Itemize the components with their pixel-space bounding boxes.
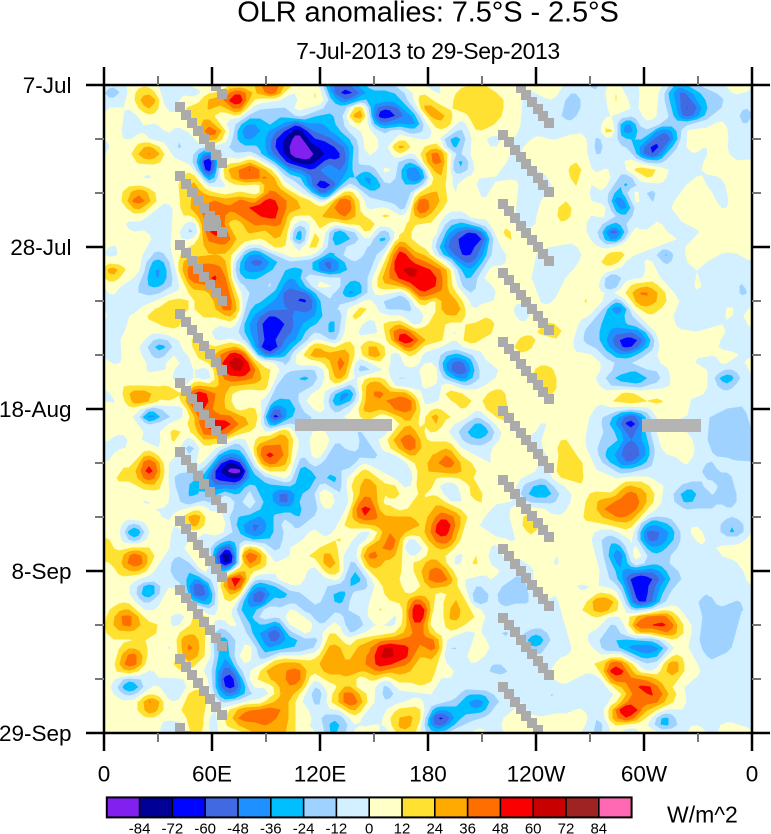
svg-text:0: 0 [98, 762, 111, 787]
svg-text:60: 60 [525, 821, 542, 834]
svg-text:36: 36 [459, 821, 476, 834]
svg-text:12: 12 [394, 821, 411, 834]
svg-text:29-Sep: 29-Sep [0, 721, 72, 746]
svg-text:-60: -60 [194, 821, 216, 834]
svg-text:18-Aug: 18-Aug [0, 397, 72, 422]
svg-text:0: 0 [365, 821, 373, 834]
svg-text:-12: -12 [326, 821, 348, 834]
svg-text:60E: 60E [192, 762, 232, 787]
svg-text:8-Sep: 8-Sep [11, 559, 71, 584]
svg-text:-24: -24 [293, 821, 315, 834]
svg-text:84: 84 [590, 821, 607, 834]
svg-text:-84: -84 [129, 821, 151, 834]
svg-text:7-Jul: 7-Jul [23, 73, 72, 98]
svg-text:120W: 120W [507, 762, 567, 787]
svg-text:-72: -72 [162, 821, 184, 834]
svg-text:60W: 60W [621, 762, 668, 787]
svg-text:W/m^2: W/m^2 [667, 802, 738, 828]
svg-text:-48: -48 [227, 821, 249, 834]
svg-text:72: 72 [558, 821, 575, 834]
svg-text:180: 180 [409, 762, 447, 787]
svg-text:48: 48 [492, 821, 509, 834]
svg-text:24: 24 [426, 821, 443, 834]
svg-text:120E: 120E [294, 762, 347, 787]
svg-text:-36: -36 [260, 821, 282, 834]
svg-text:0: 0 [746, 762, 759, 787]
svg-text:OLR anomalies: 7.5°S - 2.5°S: OLR anomalies: 7.5°S - 2.5°S [237, 0, 618, 29]
svg-text:28-Jul: 28-Jul [10, 235, 71, 260]
svg-text:7-Jul-2013 to 29-Sep-2013: 7-Jul-2013 to 29-Sep-2013 [296, 38, 560, 64]
